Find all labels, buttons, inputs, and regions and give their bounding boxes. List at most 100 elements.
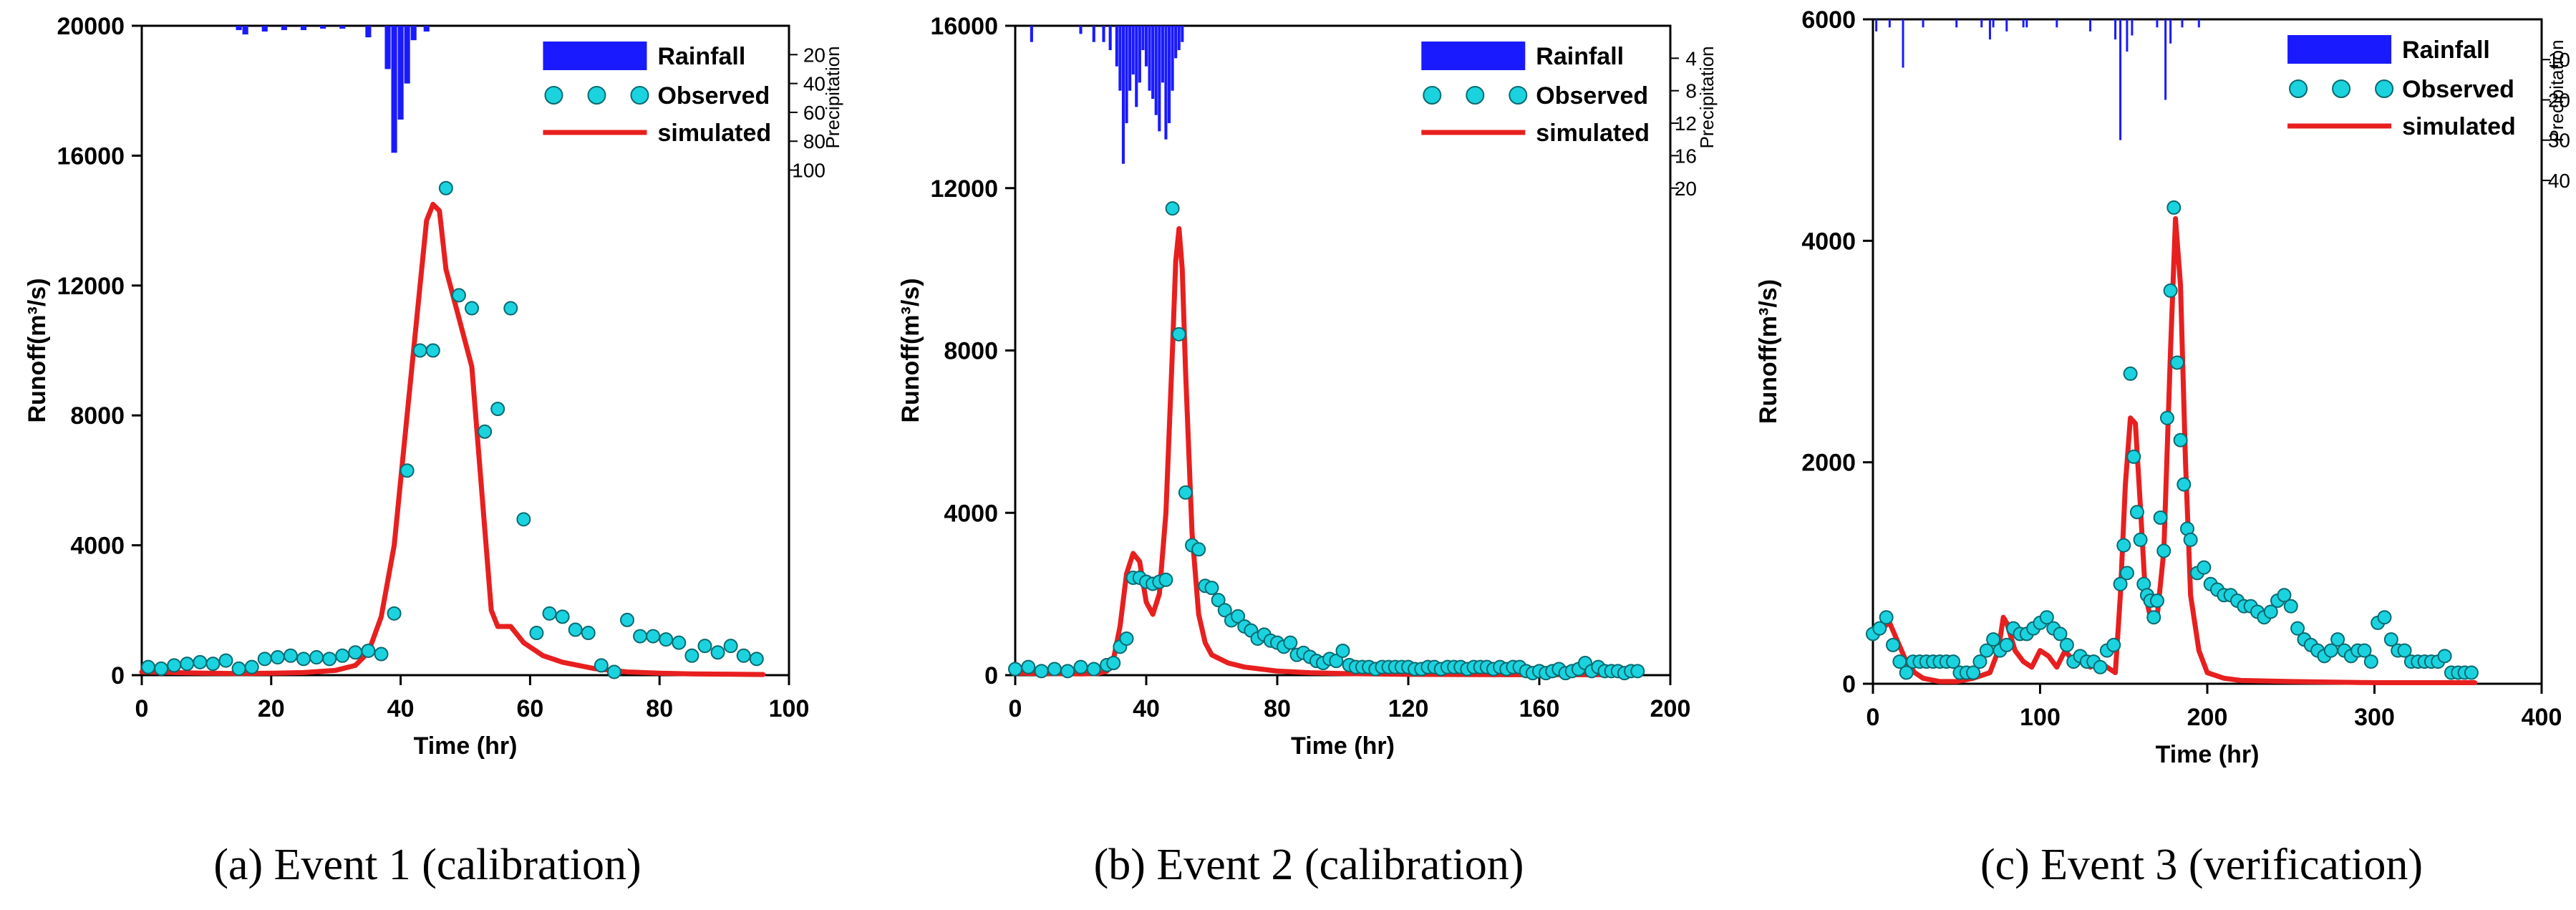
observed-point bbox=[438, 180, 453, 195]
rainfall-bar bbox=[384, 26, 391, 69]
y2-tick-label: 4 bbox=[1685, 47, 1697, 69]
rainfall-bar bbox=[2169, 19, 2172, 44]
observed-point bbox=[2197, 560, 2212, 575]
rainfall-bar bbox=[397, 26, 404, 120]
rainfall-bar bbox=[2056, 19, 2058, 28]
x-tick-label: 80 bbox=[646, 695, 673, 722]
observed-point bbox=[478, 424, 493, 439]
observed-point bbox=[2176, 477, 2192, 492]
observed-point bbox=[1073, 659, 1088, 674]
rainfall-bar bbox=[1131, 26, 1135, 75]
observed-point bbox=[1886, 637, 1901, 652]
observed-point bbox=[218, 653, 233, 668]
legend-observed-marker bbox=[1423, 86, 1442, 105]
observed-point bbox=[2156, 543, 2171, 558]
y-axis-label: Runoff(m³/s) bbox=[1755, 279, 1782, 424]
observed-point bbox=[167, 658, 182, 673]
observed-point bbox=[154, 661, 169, 676]
observed-point bbox=[2149, 594, 2164, 608]
observed-point bbox=[697, 639, 712, 654]
legend-observed-marker bbox=[1509, 86, 1528, 105]
rainfall-bar bbox=[2022, 19, 2025, 28]
rainfall-bar bbox=[1115, 26, 1118, 67]
rainfall-bar bbox=[2119, 19, 2122, 140]
observed-point bbox=[2290, 621, 2305, 636]
rainfall-bar bbox=[1902, 19, 1904, 68]
observed-point bbox=[1008, 662, 1022, 677]
rainfall-bar bbox=[320, 26, 326, 29]
rainfall-bar bbox=[281, 26, 287, 31]
legend-observed-label: Observed bbox=[2402, 76, 2514, 103]
observed-point bbox=[2146, 610, 2161, 625]
y2-tick-label: 20 bbox=[2548, 89, 2570, 111]
y-tick-label: 12000 bbox=[57, 273, 125, 300]
observed-point bbox=[361, 643, 376, 658]
legend-observed-marker bbox=[544, 86, 563, 105]
rainfall-bar bbox=[1992, 19, 1995, 28]
legend-observed-label: Observed bbox=[657, 82, 770, 110]
legend-observed-marker bbox=[630, 86, 649, 105]
observed-point bbox=[1034, 664, 1049, 679]
rainfall-bar bbox=[1174, 26, 1178, 59]
x-tick-label: 200 bbox=[1650, 695, 1691, 722]
observed-point bbox=[1191, 542, 1206, 557]
y2-tick-label: 40 bbox=[803, 73, 825, 95]
observed-point bbox=[1966, 665, 1981, 680]
x-tick-label: 100 bbox=[769, 695, 810, 722]
observed-point bbox=[2093, 659, 2108, 674]
observed-point bbox=[348, 645, 363, 660]
observed-point bbox=[465, 301, 480, 316]
observed-point bbox=[646, 629, 661, 644]
precipitation-axis-label: Precipitation bbox=[2546, 39, 2567, 142]
observed-point bbox=[568, 622, 583, 637]
x-axis-label: Time (hr) bbox=[1291, 732, 1395, 760]
rainfall-bar bbox=[1138, 26, 1141, 83]
rainfall-bar bbox=[1181, 26, 1184, 42]
x-tick-label: 80 bbox=[1264, 695, 1291, 722]
observed-point bbox=[2113, 576, 2128, 591]
observed-point bbox=[1047, 662, 1062, 677]
rainfall-bar bbox=[1955, 19, 1958, 28]
panel-event-3: 0 100 200 300 400020004000600010203040Precip… bbox=[1755, 6, 2570, 889]
legend-rainfall-swatch bbox=[1421, 42, 1526, 70]
rainfall-bar bbox=[2089, 19, 2092, 32]
y2-tick-label: 80 bbox=[803, 130, 825, 153]
rainfall-bar bbox=[1102, 26, 1105, 42]
legend-observed-marker bbox=[2332, 79, 2351, 98]
rainfall-bar bbox=[1154, 26, 1158, 115]
rainfall-bar bbox=[1079, 26, 1083, 34]
observed-point bbox=[2126, 449, 2141, 464]
observed-point bbox=[335, 648, 350, 663]
y-tick-label: 16000 bbox=[57, 142, 125, 170]
y-tick-label: 4000 bbox=[70, 533, 125, 560]
rainfall-bar bbox=[1888, 19, 1891, 28]
observed-point bbox=[2163, 283, 2178, 298]
y2-tick-label: 100 bbox=[792, 160, 825, 182]
y2-tick-label: 30 bbox=[2548, 130, 2570, 152]
y-tick-label: 6000 bbox=[1801, 6, 1856, 34]
observed-point bbox=[412, 343, 427, 358]
observed-point bbox=[1171, 326, 1186, 342]
rainfall-bar bbox=[2164, 19, 2167, 100]
rainfall-bar bbox=[300, 26, 307, 31]
x-tick-label: 0 bbox=[1866, 704, 1880, 731]
x-tick-label: 100 bbox=[2020, 704, 2061, 731]
observed-point bbox=[516, 512, 531, 527]
x-tick-label: 0 bbox=[1009, 695, 1022, 722]
rainfall-bar bbox=[261, 26, 268, 32]
observed-point bbox=[2133, 532, 2148, 547]
y-tick-label: 12000 bbox=[930, 175, 998, 203]
observed-point bbox=[257, 652, 272, 667]
y-tick-label: 4000 bbox=[1801, 228, 1856, 255]
x-tick-label: 300 bbox=[2354, 704, 2395, 731]
rainfall-bar bbox=[1108, 26, 1112, 51]
rainfall-bar bbox=[1128, 26, 1132, 91]
y2-tick-label: 20 bbox=[1675, 178, 1697, 200]
y2-tick-label: 10 bbox=[2548, 49, 2570, 71]
legend-simulated-label: simulated bbox=[657, 120, 771, 147]
observed-point bbox=[529, 626, 544, 641]
observed-point bbox=[451, 288, 466, 303]
x-axis-label: Time (hr) bbox=[2156, 741, 2260, 768]
panel-event-2: 0 40 80 120 160 200 0 4000 8000 12000 16000 4 8 12 16 2… bbox=[897, 13, 1718, 889]
legend-rainfall-label: Rainfall bbox=[657, 43, 745, 70]
